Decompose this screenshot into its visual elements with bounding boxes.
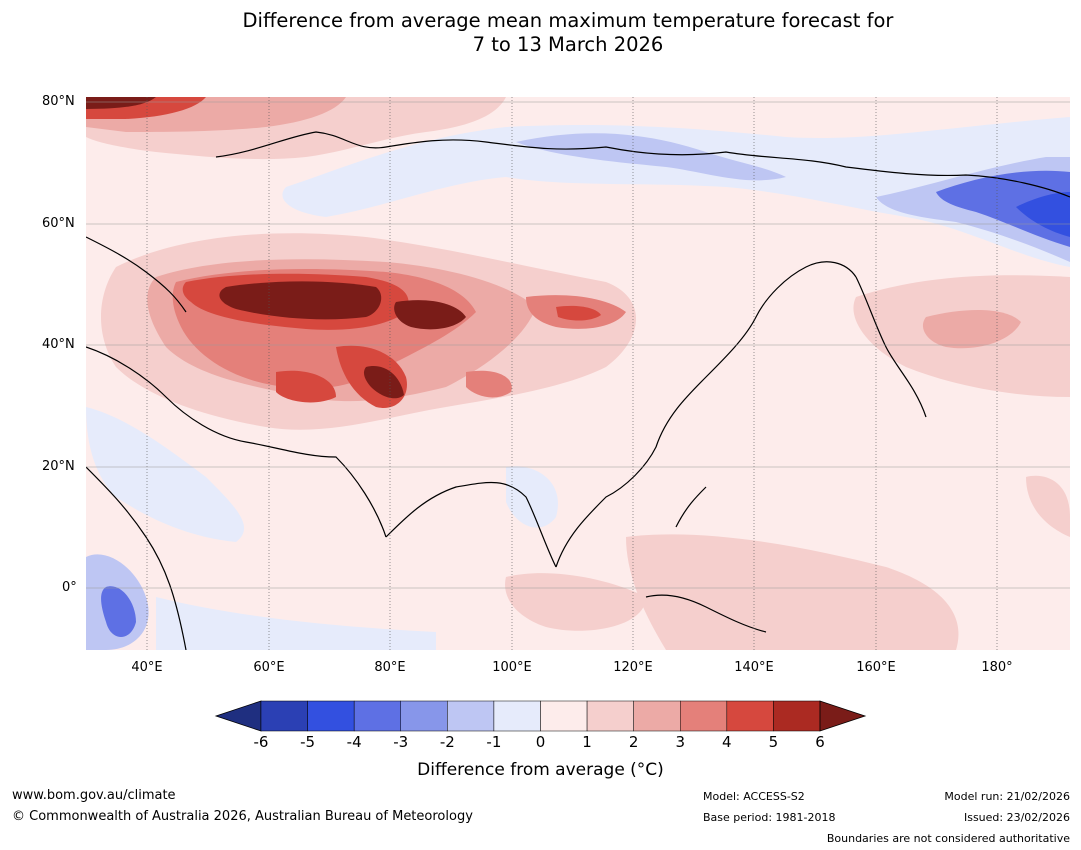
cool-region-siberia	[282, 117, 1070, 267]
colorbar-tick-label: -3	[393, 733, 409, 751]
cool-region-east-siberia-deep	[1016, 192, 1070, 237]
colorbar-tick-label: -2	[439, 733, 455, 751]
cool-region-indochina	[506, 466, 558, 528]
cool-region-indian-ocean	[156, 597, 436, 650]
lat-gridlines	[86, 101, 1070, 589]
colorbar-box	[493, 700, 541, 732]
footer-copyright: © Commonwealth of Australia 2026, Austra…	[12, 809, 473, 824]
warm-region-far-east	[1026, 475, 1070, 537]
colorbar-tick-label: 5	[768, 733, 779, 751]
lat-label-0: 0°	[62, 580, 77, 595]
colorbar-box	[540, 700, 588, 732]
map-title: Difference from average mean maximum tem…	[0, 9, 1081, 57]
title-line-1: Difference from average mean maximum tem…	[242, 9, 894, 32]
warm-region-central-asia-core	[219, 281, 382, 320]
title-line-2: 7 to 13 March 2026	[472, 33, 664, 56]
colorbar-extend-low	[214, 700, 262, 732]
colorbar-tick-label: 6	[815, 733, 825, 751]
warm-region-arctic-deep	[86, 97, 156, 109]
footer-url[interactable]: www.bom.gov.au/climate	[12, 788, 176, 803]
footer-disclaimer: Boundaries are not considered authoritat…	[826, 832, 1070, 845]
forecast-map	[86, 97, 1070, 650]
warm-region-mongolia-core	[556, 305, 601, 321]
colorbar-box	[633, 700, 681, 732]
footer-model: Model: ACCESS-S2	[703, 790, 805, 803]
colorbar-tick-label: 1	[582, 733, 592, 751]
lon-label-100e: 100°E	[492, 660, 532, 675]
colorbar-box	[586, 700, 634, 732]
colorbar-tick-label: -1	[486, 733, 502, 751]
colorbar-tick-label: 2	[628, 733, 639, 751]
lat-label-60n: 60°N	[42, 216, 75, 231]
colorbar-box	[726, 700, 774, 732]
colorbar-tick-label: -5	[300, 733, 316, 751]
colorbar-box	[773, 700, 821, 732]
warm-region-tibet-core	[363, 366, 404, 399]
footer-issued: Issued: 23/02/2026	[963, 811, 1070, 824]
gridlines	[146, 97, 998, 650]
lon-label-60e: 60°E	[253, 660, 285, 675]
warm-region-north-pacific-core	[922, 310, 1021, 349]
cool-region-arabia	[86, 407, 245, 542]
lon-label-80e: 80°E	[374, 660, 406, 675]
lon-label-160e: 160°E	[856, 660, 896, 675]
warm-region-tropical-pacific	[626, 534, 959, 650]
colorbar-box	[307, 700, 355, 732]
colorbar-tick-label: 4	[722, 733, 732, 751]
cool-region-siberia-mid	[516, 133, 786, 181]
colorbar-extend-high	[819, 700, 867, 732]
lat-label-40n: 40°N	[42, 337, 75, 352]
lat-label-80n: 80°N	[42, 94, 75, 109]
lat-label-20n: 20°N	[42, 459, 75, 474]
warm-region-west-china	[276, 370, 336, 403]
warm-region-indonesia	[505, 573, 646, 631]
lon-label-120e: 120°E	[613, 660, 653, 675]
lon-label-180: 180°	[981, 660, 1013, 675]
colorbar-tick-label: 0	[535, 733, 546, 751]
footer-base-period: Base period: 1981-2018	[703, 811, 836, 824]
colorbar-label: Difference from average (°C)	[417, 760, 664, 780]
colorbar-box	[353, 700, 401, 732]
colorbar-box	[400, 700, 448, 732]
colorbar-box	[680, 700, 728, 732]
lon-label-140e: 140°E	[734, 660, 774, 675]
colorbar-tick-label: 3	[675, 733, 686, 751]
colorbar-tick-label: -6	[253, 733, 269, 751]
footer-model-run: Model run: 21/02/2026	[944, 790, 1070, 803]
colorbar-box	[447, 700, 495, 732]
cool-region-east-siberia-core	[936, 170, 1070, 247]
coastlines	[86, 131, 1070, 650]
colorbar-tick-label: -4	[346, 733, 362, 751]
cool-region-africa-core	[101, 586, 136, 637]
warm-region-tarim-core	[394, 300, 466, 330]
lon-label-40e: 40°E	[131, 660, 163, 675]
warm-region-china-south	[466, 370, 512, 398]
colorbar-box	[260, 700, 308, 732]
